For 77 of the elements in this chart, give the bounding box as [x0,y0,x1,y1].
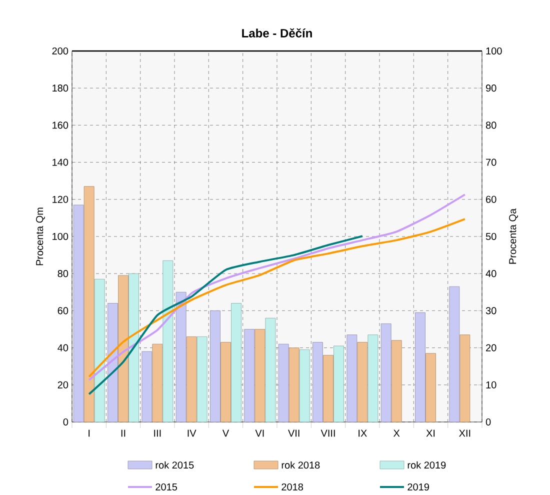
bar [142,351,152,422]
x-tick-label: IV [188,430,196,437]
x-tick-label: XI [426,430,435,437]
y2-tick-label: 80 [486,122,496,129]
y2-tick-label: 100 [486,47,502,55]
legend-label: 2019 [408,483,429,491]
x-tick-label: VI [255,430,264,437]
bar [84,186,94,422]
bar [186,336,197,422]
bar [196,336,208,422]
chart-title: Labe - Děčín [242,28,312,38]
y2-tick-label: 50 [486,232,496,240]
bar [244,329,255,422]
bar [94,278,105,422]
legend-label: rok 2019 [408,461,446,469]
bar [265,318,276,422]
legend-label: 2018 [282,483,304,491]
y-tick-label: 100 [52,232,68,240]
bar [210,310,220,422]
y-tick-label: 200 [52,47,68,55]
y2-tick-label: 70 [486,158,496,166]
bar [346,334,358,422]
x-tick-label: IX [358,430,367,437]
bar [220,342,231,422]
y2-tick-label: 10 [486,381,496,388]
y2-tick-label: 30 [486,307,496,314]
legend-label: 2015 [156,483,178,491]
bar [288,348,300,422]
x-tick-label: III [154,430,161,437]
bar [460,334,470,422]
bar [73,204,84,422]
y-tick-label: 120 [52,196,68,203]
y2-tick-label: 0 [486,418,491,426]
bar [368,334,378,422]
bar [176,292,186,422]
y-tick-label: 40 [58,344,68,352]
bar [323,355,334,422]
y-tick-label: 80 [58,270,68,278]
x-tick-label: VIII [320,430,335,437]
bar [334,346,344,422]
y-tick-label: 180 [52,84,68,92]
x-tick-label: II [121,430,126,437]
bar [391,340,402,422]
bar [254,329,266,422]
line-series [88,235,364,396]
bar [312,342,323,422]
bar [357,342,368,422]
y-tick-label: 0 [63,418,68,426]
x-tick-label: V [222,430,230,437]
x-tick-label: XII [459,430,470,437]
bar [449,286,460,422]
legend-label: rok 2018 [282,461,320,469]
legend-label: rok 2015 [156,461,194,469]
bar [128,273,139,422]
bar [152,344,163,422]
bar [380,323,392,422]
x-tick-label: VII [288,430,300,437]
y-tick-label: 160 [52,122,68,129]
bar [299,349,310,422]
y-tick-label: 60 [58,307,68,314]
x-tick-label: I [88,430,90,437]
bar [426,353,436,422]
y-axis-title: Procenta Qm [36,208,45,266]
y-tick-label: 20 [58,381,68,388]
bar [108,303,118,422]
y2-tick-label: 60 [486,196,496,203]
y2-axis-title: Procenta Qa [509,208,518,264]
bar [118,275,128,422]
y2-tick-label: 90 [486,84,496,92]
bar [278,344,289,422]
bar [415,312,426,422]
y2-tick-label: 40 [486,270,496,278]
bar [162,260,174,422]
y-tick-label: 140 [52,158,68,166]
x-tick-label: X [393,430,400,437]
y2-tick-label: 20 [486,344,496,352]
bar [231,303,242,422]
